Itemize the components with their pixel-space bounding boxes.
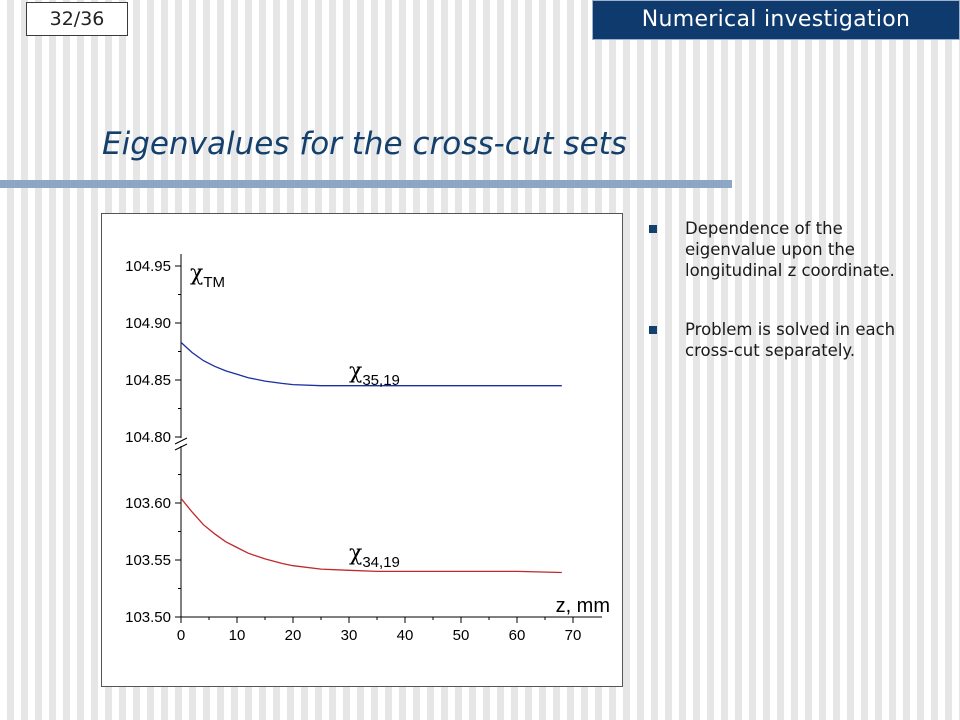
bullet-text: Problem is solved in each cross-cut sepa… bbox=[685, 320, 896, 360]
x-tick-label: 20 bbox=[285, 627, 302, 644]
x-tick-label: 10 bbox=[229, 627, 246, 644]
x-axis-label: z, mm bbox=[556, 595, 610, 617]
square-bullet-icon bbox=[649, 225, 657, 233]
bullet-item: Dependence of the eigenvalue upon the lo… bbox=[648, 218, 908, 281]
y-tick-label: 104.95 bbox=[125, 258, 171, 275]
series-label-lower: χ34,19 bbox=[349, 541, 400, 571]
y-tick-label: 103.55 bbox=[125, 552, 171, 569]
x-tick-label: 40 bbox=[397, 627, 414, 644]
x-tick-label: 70 bbox=[565, 627, 582, 644]
x-tick-label: 30 bbox=[341, 627, 358, 644]
section-banner: Numerical investigation bbox=[592, 0, 960, 40]
chart-frame: 0 10 20 30 40 50 60 70 104.80 104.85 104.90 104.95 1… bbox=[101, 213, 623, 687]
bullet-text: Dependence of the eigenvalue upon the lo… bbox=[685, 219, 895, 280]
axis-break-mark bbox=[174, 437, 188, 445]
slide-title: Eigenvalues for the cross-cut sets bbox=[102, 126, 627, 162]
y-tick-label: 104.80 bbox=[125, 429, 171, 446]
eigenvalue-chart: 0 10 20 30 40 50 60 70 104.80 104.85 104.90 104.95 1… bbox=[125, 254, 610, 644]
x-tick-label: 60 bbox=[509, 627, 526, 644]
y-tick-label: 103.50 bbox=[125, 609, 171, 626]
y-tick-label: 103.60 bbox=[125, 495, 171, 512]
x-tick-label: 50 bbox=[453, 627, 470, 644]
series-line-lower bbox=[180, 497, 562, 574]
bullet-item: Problem is solved in each cross-cut sepa… bbox=[648, 319, 908, 361]
y-tick-label: 104.85 bbox=[125, 372, 171, 389]
x-tick-label: 0 bbox=[177, 627, 185, 644]
y-axis-label: χTM bbox=[190, 261, 225, 291]
square-bullet-icon bbox=[649, 326, 657, 334]
page-counter: 32/36 bbox=[26, 2, 128, 36]
axis-break-mark bbox=[174, 443, 188, 451]
bullet-list: Dependence of the eigenvalue upon the lo… bbox=[648, 218, 908, 399]
title-rule bbox=[0, 180, 732, 188]
series-label-upper: χ35,19 bbox=[349, 359, 400, 389]
series-line-upper bbox=[180, 341, 562, 387]
y-tick-label: 104.90 bbox=[125, 315, 171, 332]
